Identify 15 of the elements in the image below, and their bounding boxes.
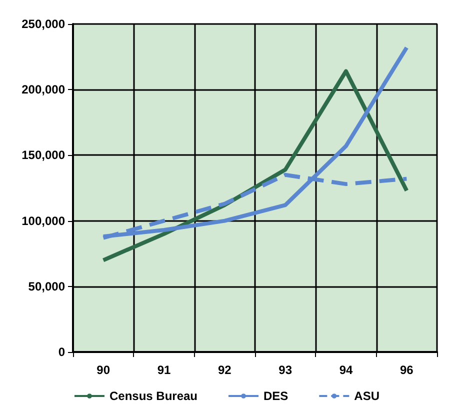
x-tick-label: 90 [96,363,110,377]
x-tick-label: 96 [400,363,414,377]
y-tick-label: 250,000 [22,17,66,31]
y-tick-label: 50,000 [28,279,66,294]
legend-label: DES [264,389,288,403]
x-tick-label: 93 [278,363,292,377]
legend-label: Census Bureau [109,389,198,403]
x-tick-label: 92 [218,363,232,377]
x-tick-label: 94 [339,363,353,377]
y-tick-label: 100,000 [22,214,66,228]
y-tick-label: 200,000 [22,82,66,97]
y-tick-label: 150,000 [22,148,66,162]
y-tick-label: 0 [58,345,66,359]
x-tick-label: 91 [157,363,171,377]
legend-label: ASU [354,389,380,403]
